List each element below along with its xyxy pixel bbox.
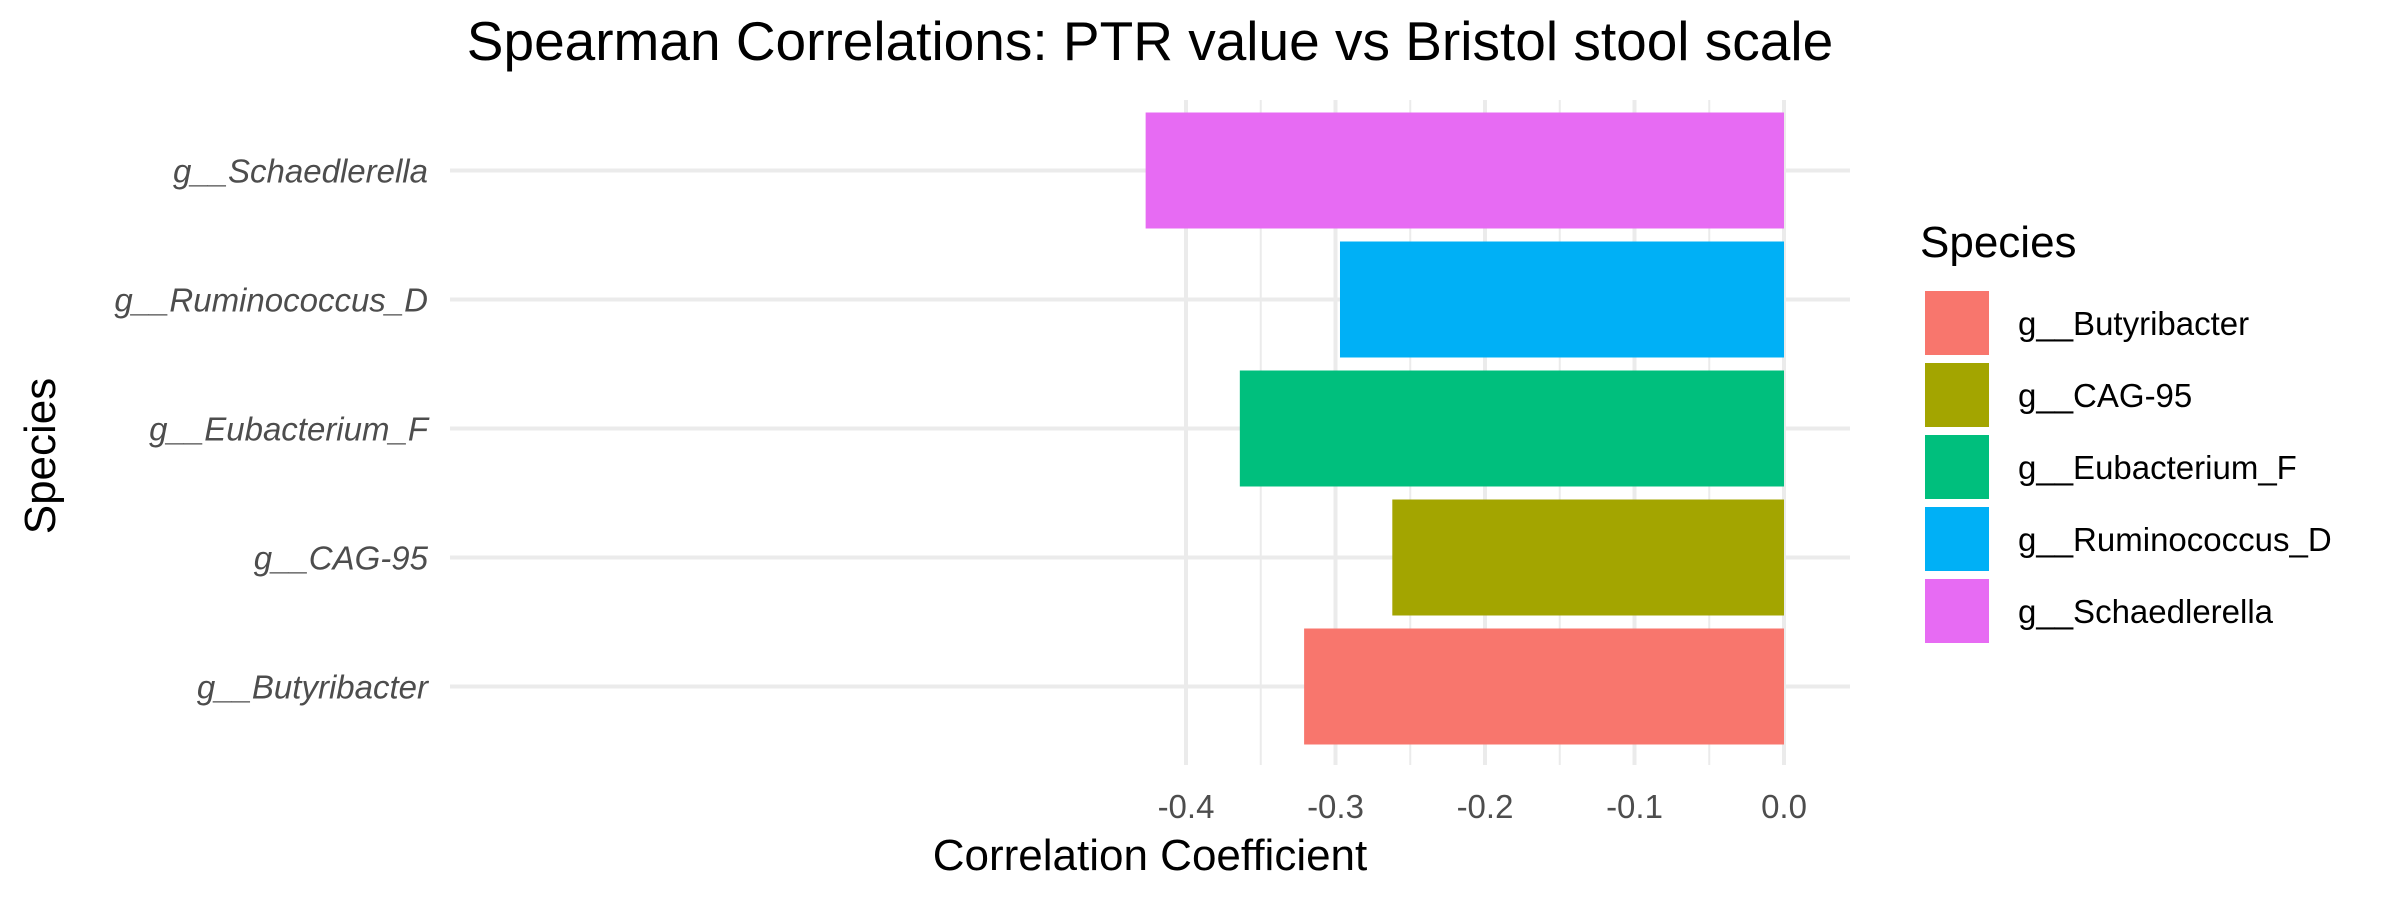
legend-label: g__Eubacterium_F: [2018, 449, 2297, 486]
x-tick-label: -0.1: [1606, 788, 1663, 825]
y-axis-title: Species: [16, 378, 65, 535]
chart-title: Spearman Correlations: PTR value vs Bris…: [467, 10, 1833, 72]
legend-title: Species: [1920, 218, 2077, 267]
y-tick-label: g__CAG-95: [254, 540, 429, 577]
y-tick-label: g__Butyribacter: [197, 669, 430, 706]
y-tick-label: g__Ruminococcus_D: [114, 282, 428, 319]
bar: [1145, 112, 1784, 229]
x-tick-label: -0.4: [1158, 788, 1215, 825]
legend-key: [1925, 579, 1989, 643]
x-tick-label: 0.0: [1761, 788, 1807, 825]
bar: [1304, 628, 1784, 745]
bar: [1239, 370, 1784, 487]
legend-key: [1925, 363, 1989, 427]
y-tick-label: g__Schaedlerella: [173, 153, 428, 190]
x-tick-label: -0.2: [1457, 788, 1514, 825]
legend-label: g__Butyribacter: [2018, 305, 2249, 342]
legend-label: g__CAG-95: [2018, 377, 2192, 414]
legend-label: g__Ruminococcus_D: [2018, 521, 2332, 558]
legend-label: g__Schaedlerella: [2018, 593, 2274, 630]
bar: [1392, 499, 1784, 616]
legend: Species g__Butyribacter g__CAG-95 g__Eubac…: [1920, 218, 2332, 643]
y-tick-labels: g__Butyribacter g__CAG-95 g__Eubacterium_F…: [114, 153, 430, 706]
x-axis-title: Correlation Coefficient: [933, 831, 1368, 880]
legend-key: [1925, 291, 1989, 355]
bars: [1145, 112, 1784, 745]
y-tick-label: g__Eubacterium_F: [149, 411, 430, 448]
x-tick-label: -0.3: [1307, 788, 1364, 825]
legend-key: [1925, 507, 1989, 571]
legend-key: [1925, 435, 1989, 499]
x-tick-labels: -0.4 -0.3 -0.2 -0.1 0.0: [1158, 788, 1807, 825]
bar: [1339, 241, 1784, 358]
